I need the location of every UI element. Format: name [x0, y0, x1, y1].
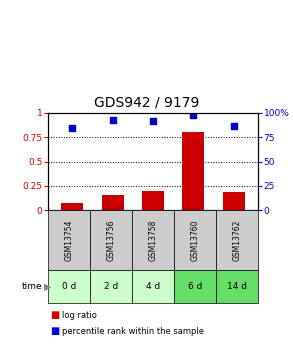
Text: GSM13760: GSM13760 — [190, 219, 200, 261]
Text: ■: ■ — [50, 326, 59, 336]
Bar — [182, 132, 205, 210]
Point — [231, 123, 236, 128]
Text: 6 d: 6 d — [188, 282, 202, 291]
Bar — [101, 196, 124, 210]
Text: 2 d: 2 d — [104, 282, 118, 291]
Text: GSM13762: GSM13762 — [233, 219, 241, 261]
Text: GSM13758: GSM13758 — [149, 219, 158, 261]
Text: time: time — [21, 282, 42, 291]
Text: percentile rank within the sample: percentile rank within the sample — [62, 326, 204, 335]
Bar — [142, 190, 164, 210]
Text: 0 d: 0 d — [62, 282, 76, 291]
Text: 4 d: 4 d — [146, 282, 160, 291]
Point — [151, 118, 155, 124]
Text: ■: ■ — [50, 310, 59, 320]
Point — [110, 117, 115, 122]
Bar — [61, 203, 83, 210]
Text: ▶: ▶ — [44, 282, 52, 292]
Point — [70, 125, 75, 130]
Text: GSM13756: GSM13756 — [106, 219, 115, 261]
Text: 14 d: 14 d — [227, 282, 247, 291]
Point — [191, 112, 196, 118]
Bar — [223, 191, 245, 210]
Text: GSM13754: GSM13754 — [64, 219, 74, 261]
Text: log ratio: log ratio — [62, 310, 97, 319]
Text: GDS942 / 9179: GDS942 / 9179 — [94, 95, 199, 109]
